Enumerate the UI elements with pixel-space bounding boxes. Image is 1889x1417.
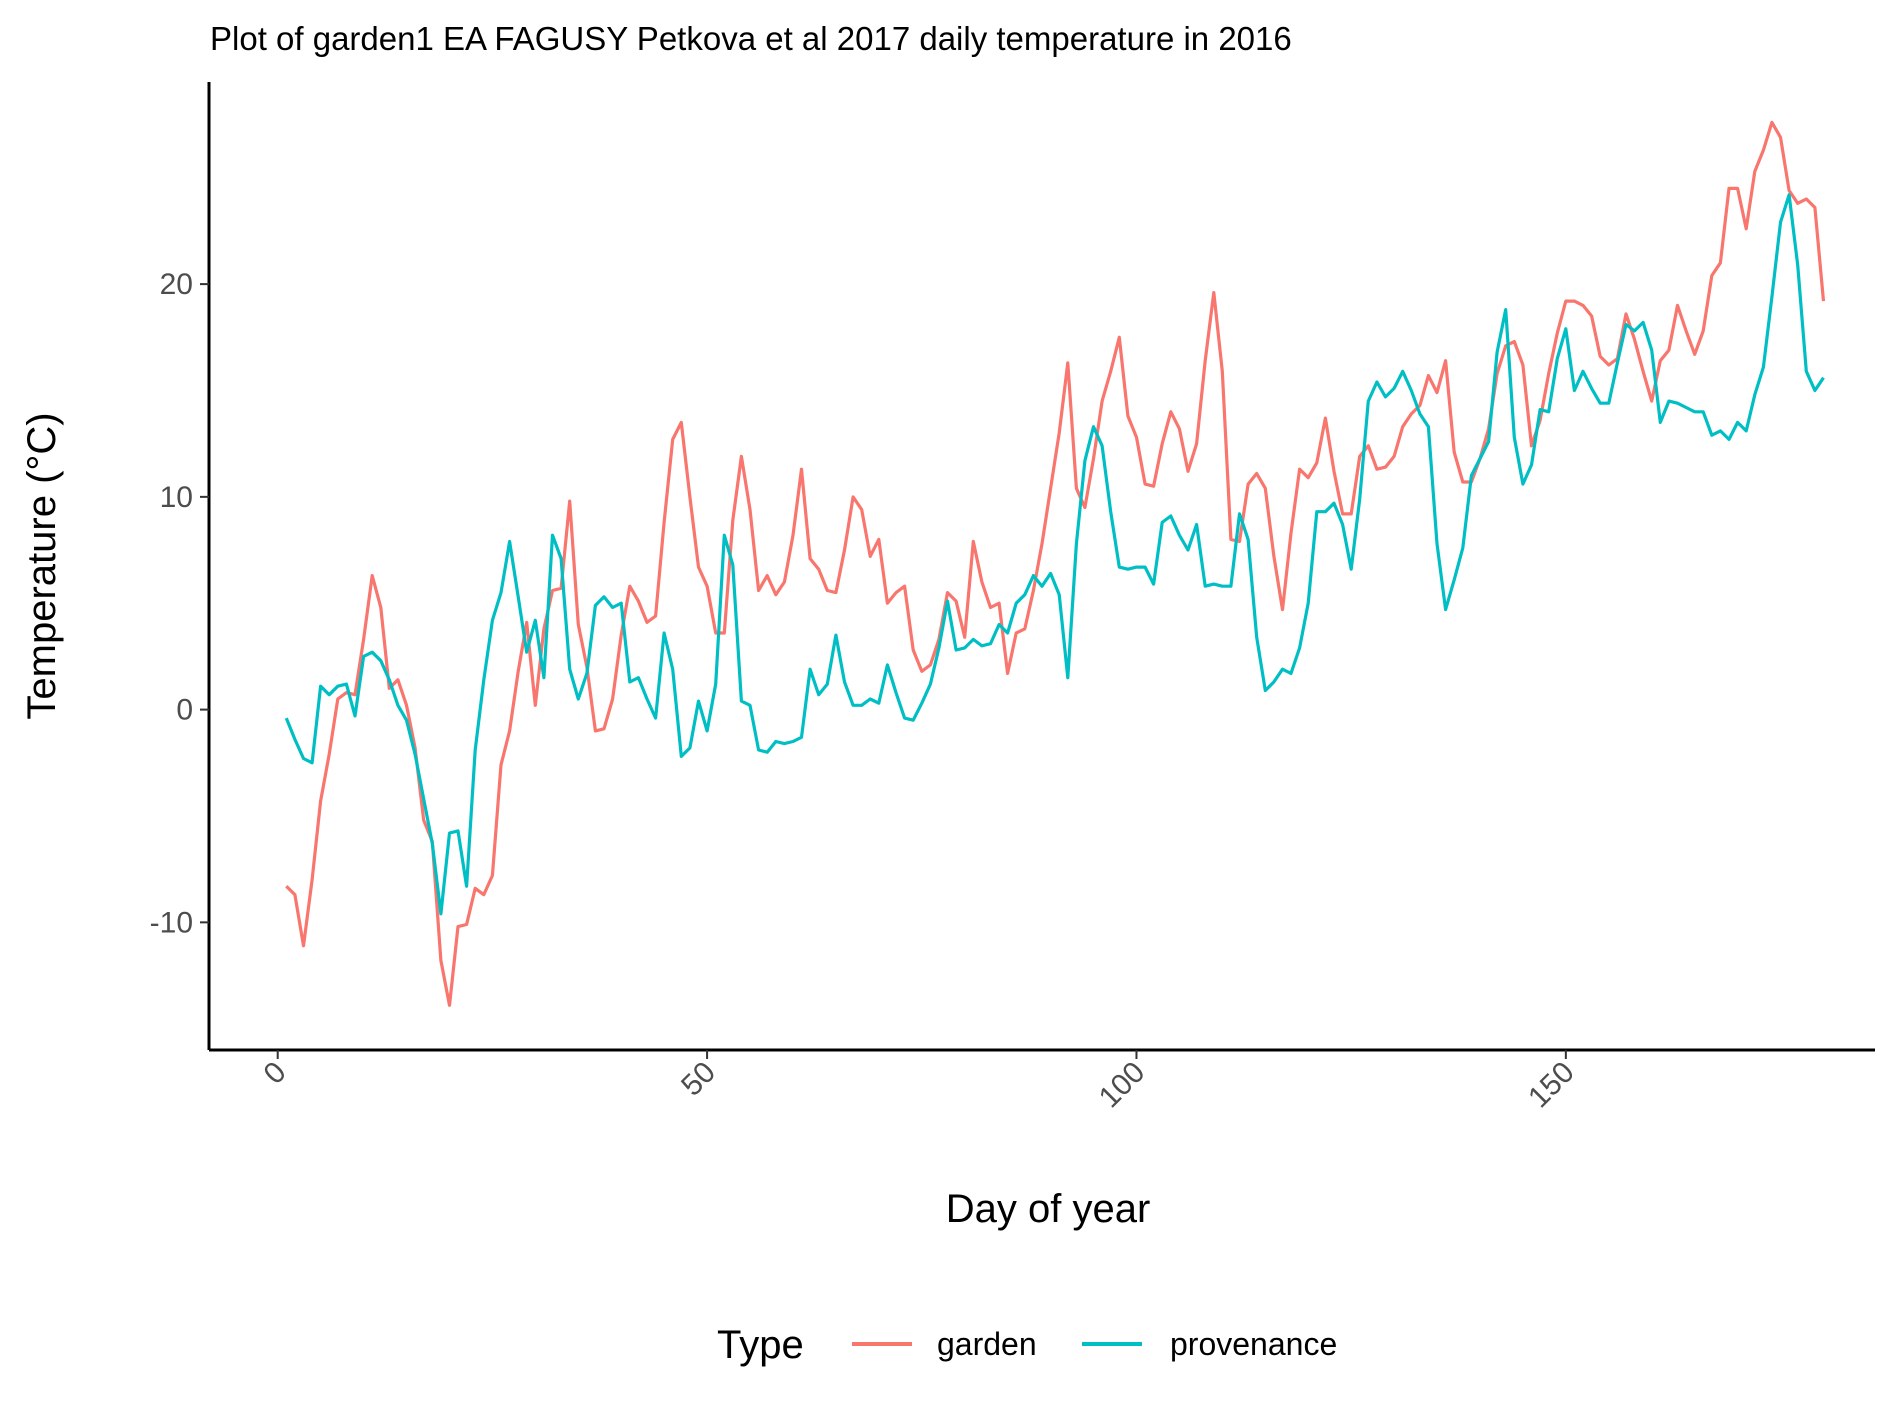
y-tick-label: 0 bbox=[176, 694, 193, 727]
legend-label-garden: garden bbox=[937, 1326, 1037, 1362]
legend-title: Type bbox=[717, 1323, 804, 1367]
legend: Type garden provenance bbox=[717, 1323, 1337, 1367]
y-tick-label: 20 bbox=[160, 268, 193, 301]
y-axis-ticks: -10 0 10 20 bbox=[150, 268, 209, 939]
series-line-garden bbox=[285, 120, 1826, 1007]
chart-title: Plot of garden1 EA FAGUSY Petkova et al … bbox=[210, 20, 1292, 57]
y-axis-title: Temperature (°C) bbox=[20, 412, 64, 719]
y-tick-label: -10 bbox=[150, 906, 193, 939]
x-tick-label: 0 bbox=[258, 1056, 293, 1091]
legend-label-provenance: provenance bbox=[1170, 1326, 1337, 1362]
x-tick-label: 150 bbox=[1522, 1056, 1581, 1115]
series-line-provenance bbox=[284, 193, 1825, 916]
x-tick-label: 50 bbox=[675, 1056, 722, 1103]
x-axis-title: Day of year bbox=[946, 1187, 1151, 1231]
y-tick-label: 10 bbox=[160, 481, 193, 514]
x-axis-ticks: 0 50 100 150 bbox=[258, 1050, 1581, 1114]
plot-lines bbox=[284, 120, 1826, 1007]
x-tick-label: 100 bbox=[1093, 1056, 1152, 1115]
